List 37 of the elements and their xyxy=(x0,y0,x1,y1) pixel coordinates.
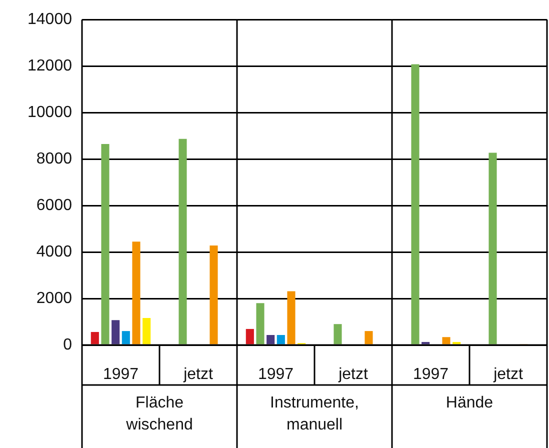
y-tick-label: 8000 xyxy=(36,150,72,168)
bar xyxy=(334,324,342,344)
bar xyxy=(266,335,275,344)
text: Hände xyxy=(446,394,494,412)
bar xyxy=(132,242,140,344)
y-tick-label: 6000 xyxy=(36,196,72,214)
y-tick-label: 10000 xyxy=(28,104,72,121)
bar xyxy=(256,303,264,344)
bar xyxy=(122,331,130,344)
x-tick-label: jetzt xyxy=(492,366,524,384)
text: Fläche wischend xyxy=(125,394,193,434)
x-tick-label: jetzt xyxy=(182,366,214,384)
text: Instrumente, manuell xyxy=(270,394,359,434)
bar xyxy=(287,291,296,344)
y-tick-label: 12000 xyxy=(28,57,72,74)
bar xyxy=(142,318,151,344)
bar xyxy=(101,144,110,344)
x-tick-label: 1997 xyxy=(258,366,294,384)
bar xyxy=(178,138,187,344)
x-tick-label: 1997 xyxy=(102,366,139,384)
bar xyxy=(210,246,218,344)
bar xyxy=(422,342,430,344)
bar xyxy=(488,152,497,344)
bar xyxy=(364,331,373,344)
y-tick-label: 0 xyxy=(63,336,72,354)
bar xyxy=(112,320,120,344)
bar xyxy=(442,337,450,344)
y-tick-label: 2000 xyxy=(36,290,72,307)
y-tick-label: 4000 xyxy=(36,243,72,260)
bar xyxy=(411,64,420,344)
y-tick-label: 14000 xyxy=(28,11,72,28)
bar xyxy=(90,332,99,344)
x-tick-label: jetzt xyxy=(338,366,368,384)
bar xyxy=(276,335,285,344)
bar xyxy=(246,328,254,344)
bar xyxy=(452,342,461,344)
x-tick-label: 1997 xyxy=(412,366,449,384)
